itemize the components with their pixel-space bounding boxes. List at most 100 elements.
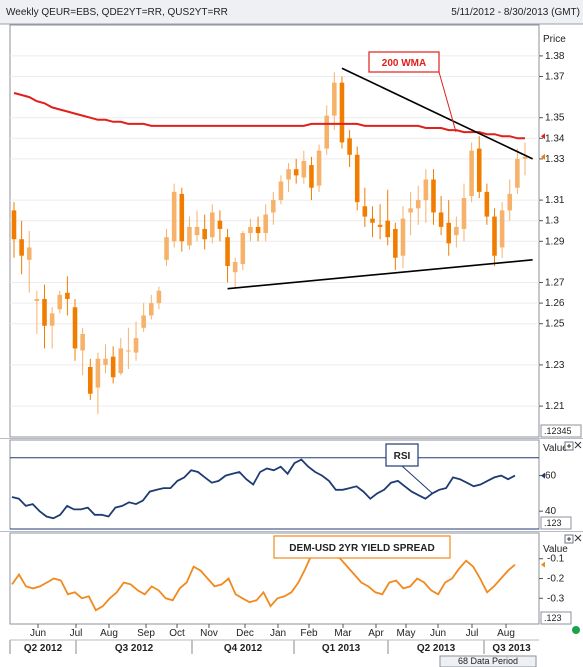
trendline-upper <box>341 67 533 160</box>
candle-body <box>370 218 375 223</box>
price-tick-label: 1.35 <box>545 113 565 124</box>
candle-body <box>103 358 108 365</box>
spread-axis-title: Value <box>543 544 568 555</box>
candle-body <box>400 218 406 256</box>
rsi-callout-label: RSI <box>394 451 411 462</box>
rsi-line <box>11 458 516 520</box>
candle-body <box>217 220 223 229</box>
candle-body <box>255 226 261 234</box>
x-tick-label: Jul <box>466 628 479 639</box>
candle-body <box>507 193 513 211</box>
candle-body <box>408 208 413 213</box>
candle-body <box>225 237 230 267</box>
candle-body <box>438 212 444 227</box>
candle-body <box>324 115 329 149</box>
rsi-expand-icon[interactable] <box>564 441 574 451</box>
x-tick-label: Feb <box>300 628 318 639</box>
wma-last-marker <box>541 133 545 140</box>
candle-body <box>454 226 459 236</box>
spread-last-marker <box>541 561 545 568</box>
candle-body <box>210 212 215 238</box>
candle-body <box>118 348 124 374</box>
price-tick-label: 1.26 <box>545 298 565 309</box>
spread-tick-label: -0.1 <box>547 554 565 565</box>
candle-body <box>95 358 101 388</box>
candle-body <box>110 356 116 378</box>
price-tick-label: 1.38 <box>545 51 565 62</box>
x-tick-label: Mar <box>334 628 352 639</box>
rsi-last-value: .123 <box>544 518 562 528</box>
spread-tick-label: -0.2 <box>547 574 565 585</box>
candle-body <box>240 233 246 264</box>
x-tick-label: Aug <box>100 628 118 639</box>
candle-body <box>126 350 131 352</box>
candle-body <box>476 148 482 192</box>
price-tick-label: 1.3 <box>545 216 559 227</box>
price-tick-label: 1.37 <box>545 72 565 83</box>
price-tick-label: 1.33 <box>545 154 565 165</box>
x-tick-label: Apr <box>368 628 384 639</box>
data-period-label: 68 Data Period <box>458 656 518 666</box>
candle-body <box>57 294 63 310</box>
x-quarter-label: Q2 2012 <box>24 643 63 654</box>
candle-body <box>271 200 276 213</box>
price-tick-label: 1.21 <box>545 401 565 412</box>
candle-body <box>293 169 299 176</box>
candle-body <box>423 179 429 201</box>
candle-body <box>309 165 314 188</box>
x-tick-label: Oct <box>169 628 185 639</box>
candle-body <box>202 228 207 240</box>
candle-body <box>263 214 268 234</box>
x-tick-label: Aug <box>497 628 515 639</box>
candle-body <box>156 290 162 304</box>
x-tick-label: Jun <box>30 628 46 639</box>
wma-callout: 200 WMA <box>368 51 457 133</box>
x-quarter-label: Q3 2013 <box>492 643 531 654</box>
candle-body <box>446 222 452 244</box>
rsi-callout: RSI <box>385 443 433 494</box>
candle-body <box>354 154 360 203</box>
candle-body <box>19 239 24 256</box>
wma-callout-label: 200 WMA <box>382 58 426 69</box>
rsi-close-icon[interactable] <box>574 441 582 449</box>
rsi-tick-label: 40 <box>545 506 557 517</box>
spread-tick-label: -0.3 <box>547 593 565 604</box>
chart-header-bar <box>0 0 583 24</box>
price-tick-label: 1.29 <box>545 236 565 247</box>
candle-body <box>187 226 192 246</box>
candle-body <box>301 160 307 178</box>
rsi-last-marker <box>541 472 545 479</box>
spread-expand-icon[interactable] <box>564 534 574 544</box>
candle-body <box>26 247 32 260</box>
candle-body <box>148 303 154 316</box>
trendline-lower <box>227 259 533 290</box>
spread-line <box>11 543 516 612</box>
date-range: 5/11/2012 - 8/30/2013 (GMT) <box>451 7 580 18</box>
x-quarter-label: Q2 2013 <box>417 643 456 654</box>
candle-body <box>194 226 200 236</box>
candle-body <box>339 82 345 143</box>
candle-body <box>385 220 391 238</box>
x-tick-label: May <box>397 628 416 639</box>
spread-callout-label: DEM-USD 2YR YIELD SPREAD <box>289 543 434 554</box>
candle-body <box>522 156 528 159</box>
wma-200-line <box>13 92 525 140</box>
rsi-tick-label: 60 <box>545 471 557 482</box>
candle-body <box>164 237 169 260</box>
candle-body <box>141 315 146 328</box>
candle-body <box>278 181 284 201</box>
candle-body <box>461 198 467 229</box>
candle-body <box>431 179 436 213</box>
candle-body <box>499 210 505 248</box>
spread-close-icon[interactable] <box>574 534 582 542</box>
price-tick-label: 1.31 <box>545 195 565 206</box>
candle-body <box>232 261 238 273</box>
price-axis-title: Price <box>543 34 566 45</box>
candle-body <box>377 224 383 227</box>
candle-body <box>42 298 47 326</box>
x-tick-label: Jan <box>270 628 286 639</box>
candle-body <box>80 334 85 351</box>
candle-body <box>415 200 421 209</box>
candle-body <box>316 150 322 186</box>
